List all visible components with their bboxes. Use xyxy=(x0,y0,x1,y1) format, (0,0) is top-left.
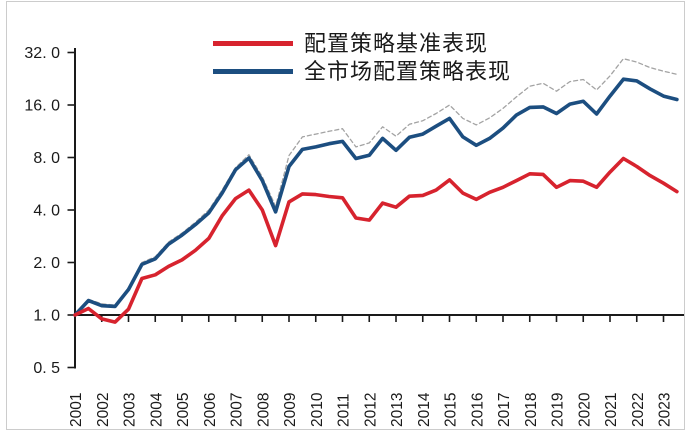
y-tick-label: 2. 0 xyxy=(33,255,60,272)
x-tick-label: 2023 xyxy=(657,393,674,427)
x-axis: 2001 2002 2003 2004 2005 2006 2007 2008 2009 2010… xyxy=(68,314,684,427)
x-tick-label: 2005 xyxy=(175,393,192,427)
blue-line-swatch-icon xyxy=(213,69,293,74)
dashed-reference-line xyxy=(74,58,678,316)
red-line-swatch-icon xyxy=(213,41,293,46)
x-tick-label: 2018 xyxy=(523,393,540,427)
x-tick-label: 2007 xyxy=(229,393,246,427)
legend-item-benchmark: 配置策略基准表现 xyxy=(213,31,511,56)
y-tick-label: 32. 0 xyxy=(24,45,60,62)
full-market-strategy-line xyxy=(73,77,679,317)
x-tick-label: 2001 xyxy=(68,393,85,427)
x-tick-label: 2019 xyxy=(550,393,567,427)
x-tick-label: 2012 xyxy=(362,393,379,427)
chart-legend: 配置策略基准表现 全市场配置策略表现 xyxy=(213,31,511,84)
x-tick-label: 2015 xyxy=(443,393,460,427)
x-tick-label: 2002 xyxy=(95,393,112,427)
x-tick-label: 2014 xyxy=(416,392,433,427)
y-tick-label: 8. 0 xyxy=(33,150,60,167)
benchmark-line xyxy=(73,156,679,324)
x-tick-label: 2022 xyxy=(630,393,647,427)
legend-item-full-market: 全市场配置策略表现 xyxy=(213,59,511,84)
x-tick-label: 2006 xyxy=(202,393,219,427)
x-tick-label: 2017 xyxy=(496,393,513,427)
legend-label-full-market: 全市场配置策略表现 xyxy=(304,59,512,84)
y-tick-label: 16. 0 xyxy=(24,98,60,115)
x-tick-label: 2021 xyxy=(603,393,620,427)
x-tick-label: 2008 xyxy=(255,393,272,427)
y-axis: 32. 0 16. 0 8. 0 4. 0 2. 0 1. 0 0. 5 xyxy=(24,45,76,377)
x-tick-label: 2013 xyxy=(389,393,406,427)
y-tick-label: 1. 0 xyxy=(33,308,60,325)
y-tick-label: 0. 5 xyxy=(33,360,60,377)
x-tick-label: 2004 xyxy=(148,392,165,427)
x-tick-label: 2016 xyxy=(469,393,486,427)
y-tick-label: 4. 0 xyxy=(33,203,60,220)
x-tick-label: 2009 xyxy=(282,393,299,427)
legend-label-benchmark: 配置策略基准表现 xyxy=(304,31,489,56)
x-tick-label: 2003 xyxy=(122,393,139,427)
x-tick-label: 2011 xyxy=(336,394,353,427)
x-tick-label: 2010 xyxy=(309,392,326,427)
x-tick-label: 2020 xyxy=(576,392,593,427)
